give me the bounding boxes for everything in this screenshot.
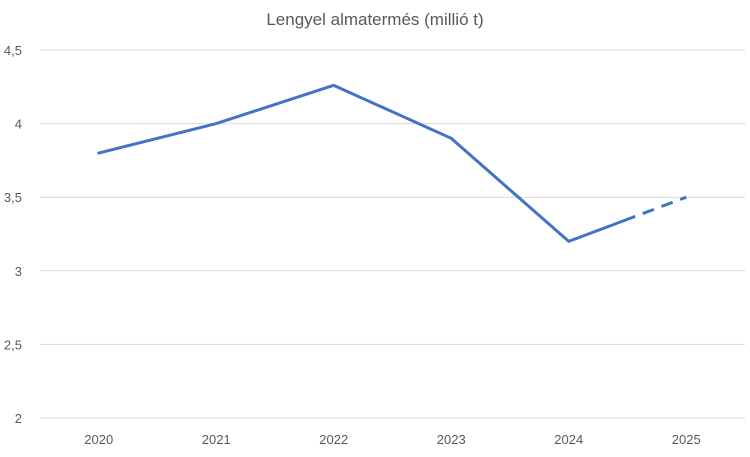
- y-axis-tick-labels: 4,5 4 3,5 3 2,5 2: [4, 43, 22, 426]
- x-tick-label: 2021: [202, 432, 231, 447]
- x-tick-label: 2024: [554, 432, 583, 447]
- y-tick-label: 3,5: [4, 190, 22, 205]
- y-tick-label: 4: [15, 117, 22, 132]
- x-tick-label: 2022: [319, 432, 348, 447]
- gridlines: [40, 49, 745, 419]
- y-tick-label: 4,5: [4, 43, 22, 58]
- y-tick-label: 2: [15, 411, 22, 426]
- chart-title: Lengyel almatermés (millió t): [266, 10, 484, 29]
- series-line-projected: [623, 195, 687, 223]
- series-lines: [97, 83, 687, 243]
- series-line-actual: [97, 83, 626, 243]
- x-tick-label: 2023: [437, 432, 466, 447]
- y-tick-label: 3: [15, 264, 22, 279]
- x-tick-label: 2025: [672, 432, 701, 447]
- x-axis-tick-labels: 2020 2021 2022 2023 2024 2025: [84, 432, 700, 447]
- x-tick-label: 2020: [84, 432, 113, 447]
- y-tick-label: 2,5: [4, 337, 22, 352]
